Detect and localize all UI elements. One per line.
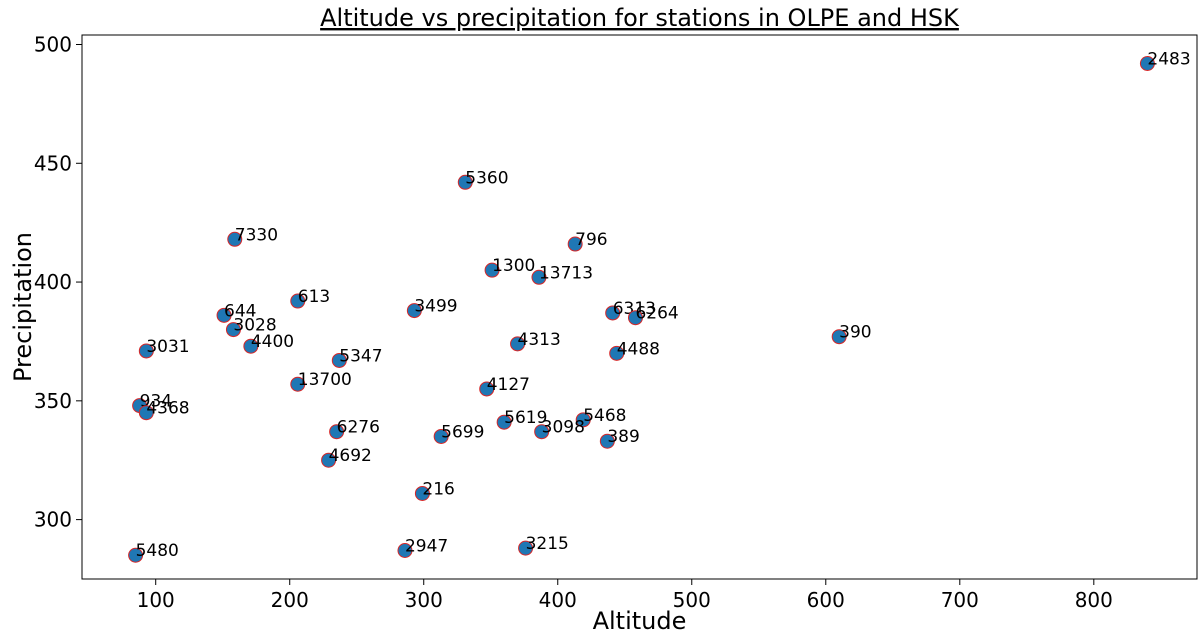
data-point: [216, 307, 232, 323]
chart-title: Altitude vs precipitation for stations i…: [320, 4, 960, 32]
x-tick-label: 100: [137, 588, 175, 612]
point-label: 5619: [504, 408, 547, 428]
point-label: 6276: [337, 418, 380, 438]
y-axis-label: Precipitation: [9, 232, 37, 382]
x-tick-label: 300: [405, 588, 443, 612]
plot-area: [81, 34, 1198, 580]
point-label: 5347: [339, 346, 382, 366]
data-point: [575, 412, 591, 428]
y-tick-label: 450: [34, 151, 72, 175]
data-point: [534, 424, 550, 440]
point-label: 13713: [539, 263, 593, 283]
y-tick-label: 400: [34, 270, 72, 294]
data-point: [484, 262, 500, 278]
data-point: [831, 329, 847, 345]
x-tick-label: 200: [271, 588, 309, 612]
data-point: [609, 345, 625, 361]
x-tick-label: 700: [941, 588, 979, 612]
x-tick-label: 600: [807, 588, 845, 612]
point-label: 4488: [617, 339, 660, 359]
point-label: 389: [607, 427, 639, 447]
point-label: 5360: [465, 168, 508, 188]
data-point: [128, 547, 144, 563]
data-point: [225, 322, 241, 338]
point-label: 3031: [146, 337, 189, 357]
point-label: 5468: [583, 406, 626, 426]
point-label: 4368: [146, 399, 189, 419]
data-point: [510, 336, 526, 352]
data-point: [457, 174, 473, 190]
point-label: 5699: [441, 422, 484, 442]
point-label: 796: [575, 230, 607, 250]
point-label: 7330: [235, 225, 278, 245]
data-point: [227, 231, 243, 247]
data-point: [599, 433, 615, 449]
data-point: [138, 343, 154, 359]
point-label: 3098: [542, 418, 585, 438]
point-label: 1300: [492, 256, 535, 276]
point-label: 2483: [1147, 50, 1190, 70]
x-tick-label: 400: [539, 588, 577, 612]
x-axis: 100 200 300 400 500 600 700 800: [137, 579, 1113, 612]
point-label: 4127: [487, 375, 530, 395]
data-point: [518, 540, 534, 556]
point-label: 5480: [136, 541, 179, 561]
x-tick-label: 500: [673, 588, 711, 612]
data-point: [290, 376, 306, 392]
data-point: [627, 310, 643, 326]
point-label: 3499: [414, 297, 457, 317]
data-point: [138, 405, 154, 421]
data-point: [406, 303, 422, 319]
point-label: 3028: [233, 316, 276, 336]
data-point: [1139, 56, 1155, 72]
data-point: [321, 452, 337, 468]
data-point: [496, 414, 512, 430]
y-tick-label: 300: [34, 508, 72, 532]
point-label: 6264: [635, 304, 678, 324]
data-point: [290, 293, 306, 309]
point-label: 4692: [329, 446, 372, 466]
y-tick-label: 500: [34, 33, 72, 57]
point-label: 390: [839, 323, 871, 343]
point-label: 6313: [613, 299, 656, 319]
y-axis: 300 350 400 450 500: [34, 33, 82, 532]
point-label: 2947: [405, 536, 448, 556]
y-tick-label: 350: [34, 389, 72, 413]
data-point: [433, 428, 449, 444]
data-point: [397, 542, 413, 558]
data-point: [243, 338, 259, 354]
data-point: [531, 269, 547, 285]
point-label: 13700: [298, 370, 352, 390]
data-point: [605, 305, 621, 321]
x-axis-label: Altitude: [593, 607, 687, 635]
point-label: 644: [224, 301, 256, 321]
data-point: [479, 381, 495, 397]
x-tick-label: 800: [1075, 588, 1113, 612]
point-label: 216: [422, 479, 454, 499]
point-label: 613: [298, 287, 330, 307]
point-label: 4313: [518, 330, 561, 350]
point-label: 4400: [251, 332, 294, 352]
data-point: [567, 236, 583, 252]
point-label: 3215: [526, 534, 569, 554]
data-point: [331, 352, 347, 368]
data-point: [329, 424, 345, 440]
data-point: [414, 485, 430, 501]
